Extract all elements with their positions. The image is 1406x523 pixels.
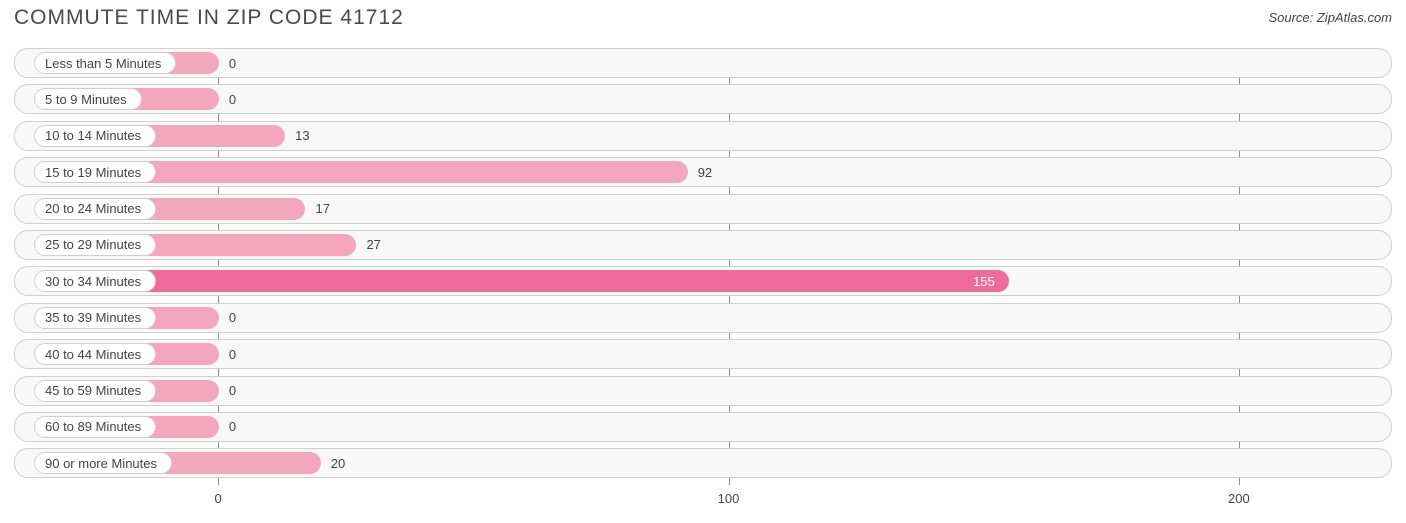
bar-row: 40 to 44 Minutes 0 <box>14 339 1392 369</box>
bar-row: 5 to 9 Minutes 0 <box>14 84 1392 114</box>
category-label: 40 to 44 Minutes <box>34 343 156 365</box>
chart-title: COMMUTE TIME IN ZIP CODE 41712 <box>14 6 404 30</box>
category-label: 10 to 14 Minutes <box>34 125 156 147</box>
value-label: 13 <box>285 122 309 150</box>
bar-row: 90 or more Minutes 20 <box>14 448 1392 478</box>
chart-source: Source: ZipAtlas.com <box>1268 10 1392 25</box>
category-label: 45 to 59 Minutes <box>34 380 156 402</box>
bar-row: 20 to 24 Minutes 17 <box>14 194 1392 224</box>
value-label: 92 <box>688 158 712 186</box>
value-label: 0 <box>219 85 236 113</box>
bar-row: 30 to 34 Minutes 155 <box>14 266 1392 296</box>
category-label: 25 to 29 Minutes <box>34 234 156 256</box>
bar-row: 60 to 89 Minutes 0 <box>14 412 1392 442</box>
category-label: 20 to 24 Minutes <box>34 198 156 220</box>
bar-row: 35 to 39 Minutes 0 <box>14 303 1392 333</box>
value-label: 17 <box>305 195 329 223</box>
category-label: 5 to 9 Minutes <box>34 88 142 110</box>
category-label: 30 to 34 Minutes <box>34 270 156 292</box>
value-label: 0 <box>219 377 236 405</box>
x-axis: 0 100 200 <box>14 491 1392 511</box>
bar-row: 15 to 19 Minutes 92 <box>14 157 1392 187</box>
value-label: 0 <box>219 304 236 332</box>
value-label: 0 <box>219 340 236 368</box>
category-label: 35 to 39 Minutes <box>34 307 156 329</box>
bar-row: 45 to 59 Minutes 0 <box>14 376 1392 406</box>
category-label: Less than 5 Minutes <box>34 52 176 74</box>
axis-tick: 0 <box>215 491 222 506</box>
bar-row: Less than 5 Minutes 0 <box>14 48 1392 78</box>
chart-area: Less than 5 Minutes 0 5 to 9 Minutes 0 10 to… <box>14 48 1392 485</box>
value-label: 155 <box>973 267 1009 295</box>
category-label: 15 to 19 Minutes <box>34 161 156 183</box>
bar-row: 25 to 29 Minutes 27 <box>14 230 1392 260</box>
category-label: 90 or more Minutes <box>34 452 172 474</box>
value-label: 0 <box>219 49 236 77</box>
category-label: 60 to 89 Minutes <box>34 416 156 438</box>
axis-tick: 100 <box>718 491 740 506</box>
value-label: 20 <box>321 449 345 477</box>
axis-tick: 200 <box>1228 491 1250 506</box>
value-label: 27 <box>356 231 380 259</box>
bar-row: 10 to 14 Minutes 13 <box>14 121 1392 151</box>
value-label: 0 <box>219 413 236 441</box>
chart-header: COMMUTE TIME IN ZIP CODE 41712 Source: Z… <box>0 0 1406 30</box>
bar <box>40 270 1008 292</box>
